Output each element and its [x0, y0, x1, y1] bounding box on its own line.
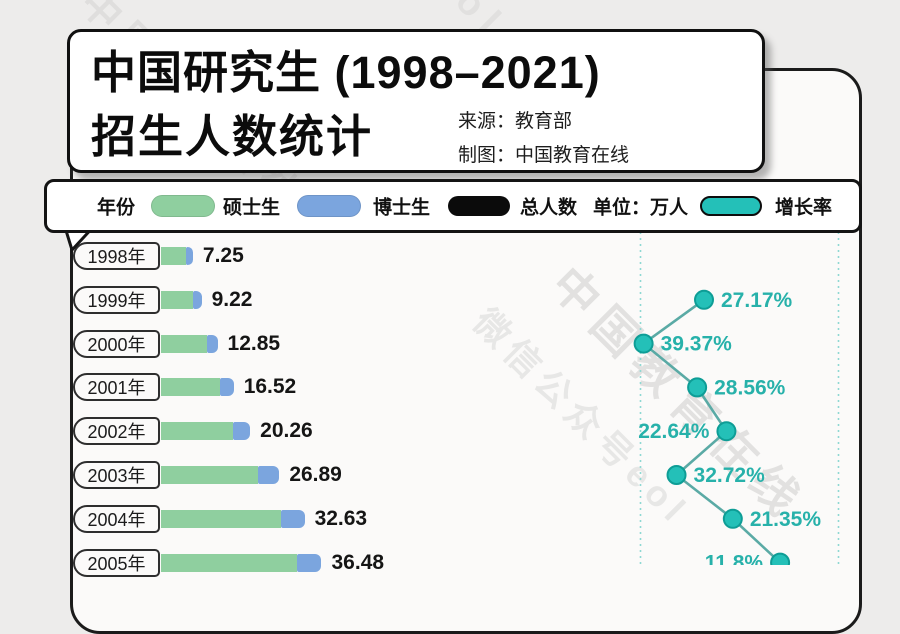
growth-value-label: 22.64%	[638, 420, 710, 443]
masters-bar-segment	[161, 466, 258, 484]
enrollment-bar	[161, 247, 193, 265]
enrollment-bar	[161, 466, 280, 484]
growth-value-label: 27.17%	[721, 289, 793, 312]
growth-value-label: 39.37%	[661, 333, 733, 356]
doctoral-bar-segment	[257, 466, 280, 484]
total-value-label: 32.63	[314, 506, 368, 530]
enrollment-bar	[161, 553, 322, 572]
masters-bar-segment	[161, 422, 234, 441]
masters-bar-segment	[161, 509, 282, 528]
doctoral-bar-segment	[281, 509, 305, 528]
title-box: 中国研究生 (1998–2021) 招生人数统计 来源：教育部 制图：中国教育在…	[67, 29, 765, 173]
total-value-label: 9.22	[211, 287, 253, 311]
growth-value-label: 32.72%	[694, 464, 766, 487]
year-pill: 2003年	[73, 461, 160, 489]
year-pill: 2005年	[73, 548, 160, 577]
masters-bar-segment	[161, 290, 193, 309]
growth-point	[694, 289, 715, 310]
total-value-label: 20.26	[260, 419, 313, 443]
enrollment-bar	[161, 509, 305, 528]
enrollment-bar	[161, 378, 234, 397]
legend-doctoral-label: 博士生	[373, 197, 431, 219]
chart-title-line2: 招生人数统计	[91, 111, 374, 162]
total-value-label: 12.85	[227, 331, 281, 355]
doctoral-bar-segment	[233, 422, 251, 441]
enrollment-bar	[161, 334, 218, 353]
masters-bar-segment	[161, 247, 187, 265]
growth-value-label: 11.8%	[705, 552, 764, 565]
legend-total-label: 总人数	[520, 197, 578, 219]
legend-masters-label: 硕士生	[223, 197, 281, 219]
year-pill: 2004年	[73, 504, 160, 533]
doctoral-bar-segment	[186, 247, 193, 265]
growth-value-label: 28.56%	[714, 376, 786, 399]
growth-swatch-icon	[700, 196, 762, 216]
year-pill: 2001年	[73, 373, 160, 402]
year-pill: 1998年	[73, 242, 160, 270]
growth-point	[716, 421, 737, 442]
year-pill: 2000年	[73, 329, 160, 358]
legend: 年份 硕士生 博士生 总人数 单位：万人 增长率	[44, 179, 862, 233]
masters-bar-segment	[161, 378, 220, 397]
year-pill: 1999年	[73, 285, 160, 314]
total-value-label: 26.89	[289, 463, 342, 486]
legend-unit-label: 单位：万人	[593, 197, 689, 219]
source-label: 来源：教育部	[458, 111, 573, 132]
growth-point	[687, 377, 708, 398]
growth-point	[722, 508, 743, 529]
legend-growth-label: 增长率	[775, 197, 833, 219]
growth-rate-chart: 27.17% 39.37% 28.56%22.64% 32.72% 21.35% 11.8…	[633, 232, 840, 565]
growth-point	[770, 552, 791, 565]
masters-bar-segment	[161, 334, 207, 353]
total-swatch-icon	[448, 196, 510, 216]
enrollment-bar	[161, 422, 251, 441]
masters-bar-segment	[161, 553, 298, 572]
year-pill: 2002年	[73, 417, 160, 446]
doctoral-bar-segment	[297, 553, 322, 572]
doctoral-bar-segment	[192, 290, 202, 309]
masters-swatch-icon	[151, 195, 215, 217]
enrollment-bar	[161, 290, 202, 309]
growth-point	[666, 465, 687, 485]
credit-label: 制图：中国教育在线	[458, 145, 630, 166]
total-value-label: 16.52	[243, 375, 297, 399]
growth-point	[633, 333, 654, 354]
total-value-label: 7.25	[202, 244, 244, 267]
total-value-label: 36.48	[331, 550, 385, 574]
doctoral-swatch-icon	[297, 195, 361, 217]
doctoral-bar-segment	[206, 334, 218, 353]
bar-rows: 1998年 7.25 1999年 9.22 2000年 12.85 2001年 16.52 20…	[73, 242, 384, 577]
doctoral-bar-segment	[219, 378, 234, 397]
chart-title-line1: 中国研究生 (1998–2021)	[91, 47, 601, 98]
legend-year-label: 年份	[97, 197, 136, 219]
growth-value-label: 21.35%	[750, 508, 822, 531]
